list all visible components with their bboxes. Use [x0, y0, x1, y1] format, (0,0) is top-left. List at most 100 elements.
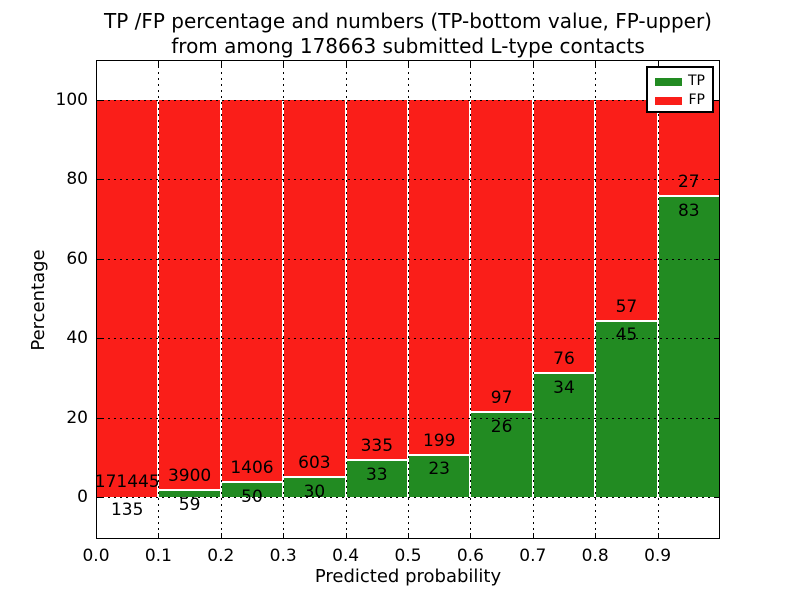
- x-tick-mark-top: [408, 60, 409, 66]
- tp-count-label: 45: [615, 325, 638, 346]
- v-gridline: [158, 60, 160, 539]
- x-tick-mark-top: [96, 60, 97, 66]
- x-tick-mark: [595, 533, 597, 539]
- tp-count-label: 30: [303, 481, 326, 502]
- y-tick-label: 60: [66, 248, 88, 269]
- tp-count-label: 26: [490, 416, 513, 437]
- bar-fp-segment: [409, 100, 470, 454]
- x-tick-mark-top: [158, 60, 160, 66]
- x-tick-label: 0.7: [519, 546, 547, 566]
- h-gridline: [96, 179, 720, 181]
- legend-fp-swatch: [655, 96, 682, 105]
- tp-count-label: 83: [677, 200, 700, 221]
- y-tick-mark: [96, 258, 102, 260]
- bar-fp-segment: [284, 100, 345, 477]
- v-gridline: [657, 60, 659, 539]
- x-tick-mark-top: [719, 60, 720, 66]
- y-tick-mark: [96, 338, 102, 340]
- y-tick-mark-right: [714, 179, 720, 181]
- x-tick-label: 0.8: [581, 546, 609, 566]
- x-tick-mark: [532, 533, 534, 539]
- x-tick-label: 0.1: [144, 546, 172, 566]
- h-gridline: [96, 100, 720, 101]
- x-tick-mark: [158, 533, 160, 539]
- fp-count-label: 603: [298, 453, 331, 474]
- legend-entry-tp: TP: [655, 72, 705, 91]
- plot-area: TP FP 171445 135 3900 59 1406 50 603 30 335 33 199…: [95, 60, 720, 539]
- y-tick-mark-right: [714, 258, 720, 260]
- y-tick-label: 20: [66, 407, 88, 428]
- legend: TP FP: [646, 66, 714, 113]
- chart-title-line1: TP /FP percentage and numbers (TP-bottom…: [104, 9, 712, 33]
- y-tick-mark: [96, 100, 102, 101]
- bar-fp-segment: [471, 100, 532, 412]
- x-tick-label: 0.9: [644, 546, 672, 566]
- y-axis-label: Percentage: [28, 249, 49, 351]
- bar-tp-segment: [471, 413, 532, 497]
- x-tick-mark: [657, 533, 659, 539]
- fp-count-label: 335: [360, 436, 394, 457]
- x-tick-label: 0.0: [82, 546, 110, 566]
- h-gridline: [96, 338, 720, 340]
- bar-tp-segment: [284, 478, 345, 497]
- x-tick-mark-top: [345, 60, 347, 66]
- x-tick-mark: [220, 533, 222, 539]
- bar-fp-segment: [159, 100, 220, 490]
- v-gridline: [470, 60, 472, 539]
- x-tick-mark: [96, 533, 97, 539]
- y-tick-mark-right: [714, 497, 720, 498]
- h-gridline: [96, 497, 720, 498]
- bar-tp-segment: [533, 374, 595, 497]
- y-tick-label: 0: [77, 487, 88, 507]
- fp-count-label: 199: [422, 430, 456, 451]
- y-tick-label: 80: [66, 169, 88, 190]
- fp-count-label: 76: [553, 349, 575, 370]
- fp-count-label: 57: [615, 296, 638, 317]
- fp-count-label: 3900: [167, 465, 212, 486]
- bar-tp-segment: [596, 321, 657, 497]
- tp-count-label: 135: [110, 500, 144, 521]
- x-tick-label: 0.3: [269, 546, 297, 566]
- y-tick-mark: [96, 179, 102, 181]
- v-gridline: [532, 60, 534, 539]
- legend-tp-swatch: [655, 77, 682, 86]
- bar-fp-segment: [533, 100, 595, 373]
- bar-tp-segment: [221, 483, 283, 497]
- y-tick-mark: [96, 417, 102, 419]
- x-tick-mark: [345, 533, 347, 539]
- x-tick-mark: [283, 533, 285, 539]
- fp-count-label: 27: [677, 172, 700, 193]
- y-tick-label: 40: [66, 328, 88, 349]
- legend-entry-fp: FP: [655, 91, 705, 110]
- x-tick-mark-top: [470, 60, 472, 66]
- fp-count-label: 1406: [230, 458, 274, 479]
- fp-count-label: 97: [490, 387, 513, 408]
- tp-count-label: 50: [241, 486, 263, 507]
- legend-tp-label: TP: [688, 73, 705, 89]
- v-gridline: [595, 60, 597, 539]
- chart-title-line2: from among 178663 submitted L-type conta…: [171, 34, 645, 58]
- tp-count-label: 34: [553, 377, 575, 398]
- h-gridline: [96, 417, 720, 419]
- v-gridline: [345, 60, 347, 539]
- x-tick-mark-top: [595, 60, 597, 66]
- tp-count-label: 59: [178, 494, 201, 515]
- tp-count-label: 33: [365, 464, 388, 485]
- v-gridline: [283, 60, 285, 539]
- chart-title: TP /FP percentage and numbers (TP-bottom…: [96, 9, 720, 59]
- h-gridline: [96, 258, 720, 260]
- bar-fp-segment: [97, 100, 158, 497]
- x-tick-mark: [470, 533, 472, 539]
- x-tick-mark-top: [532, 60, 534, 66]
- bar-tp-segment: [346, 461, 407, 497]
- bar-tp-segment: [409, 455, 470, 497]
- bar-fp-segment: [221, 100, 283, 482]
- y-tick-mark-right: [714, 338, 720, 340]
- x-tick-mark: [408, 533, 409, 539]
- fp-count-label: 171445: [94, 471, 160, 492]
- x-tick-label: 0.4: [332, 546, 360, 566]
- bar-tp-segment: [159, 491, 220, 497]
- bar-fp-segment: [596, 100, 657, 320]
- x-tick-label: 0.2: [207, 546, 235, 566]
